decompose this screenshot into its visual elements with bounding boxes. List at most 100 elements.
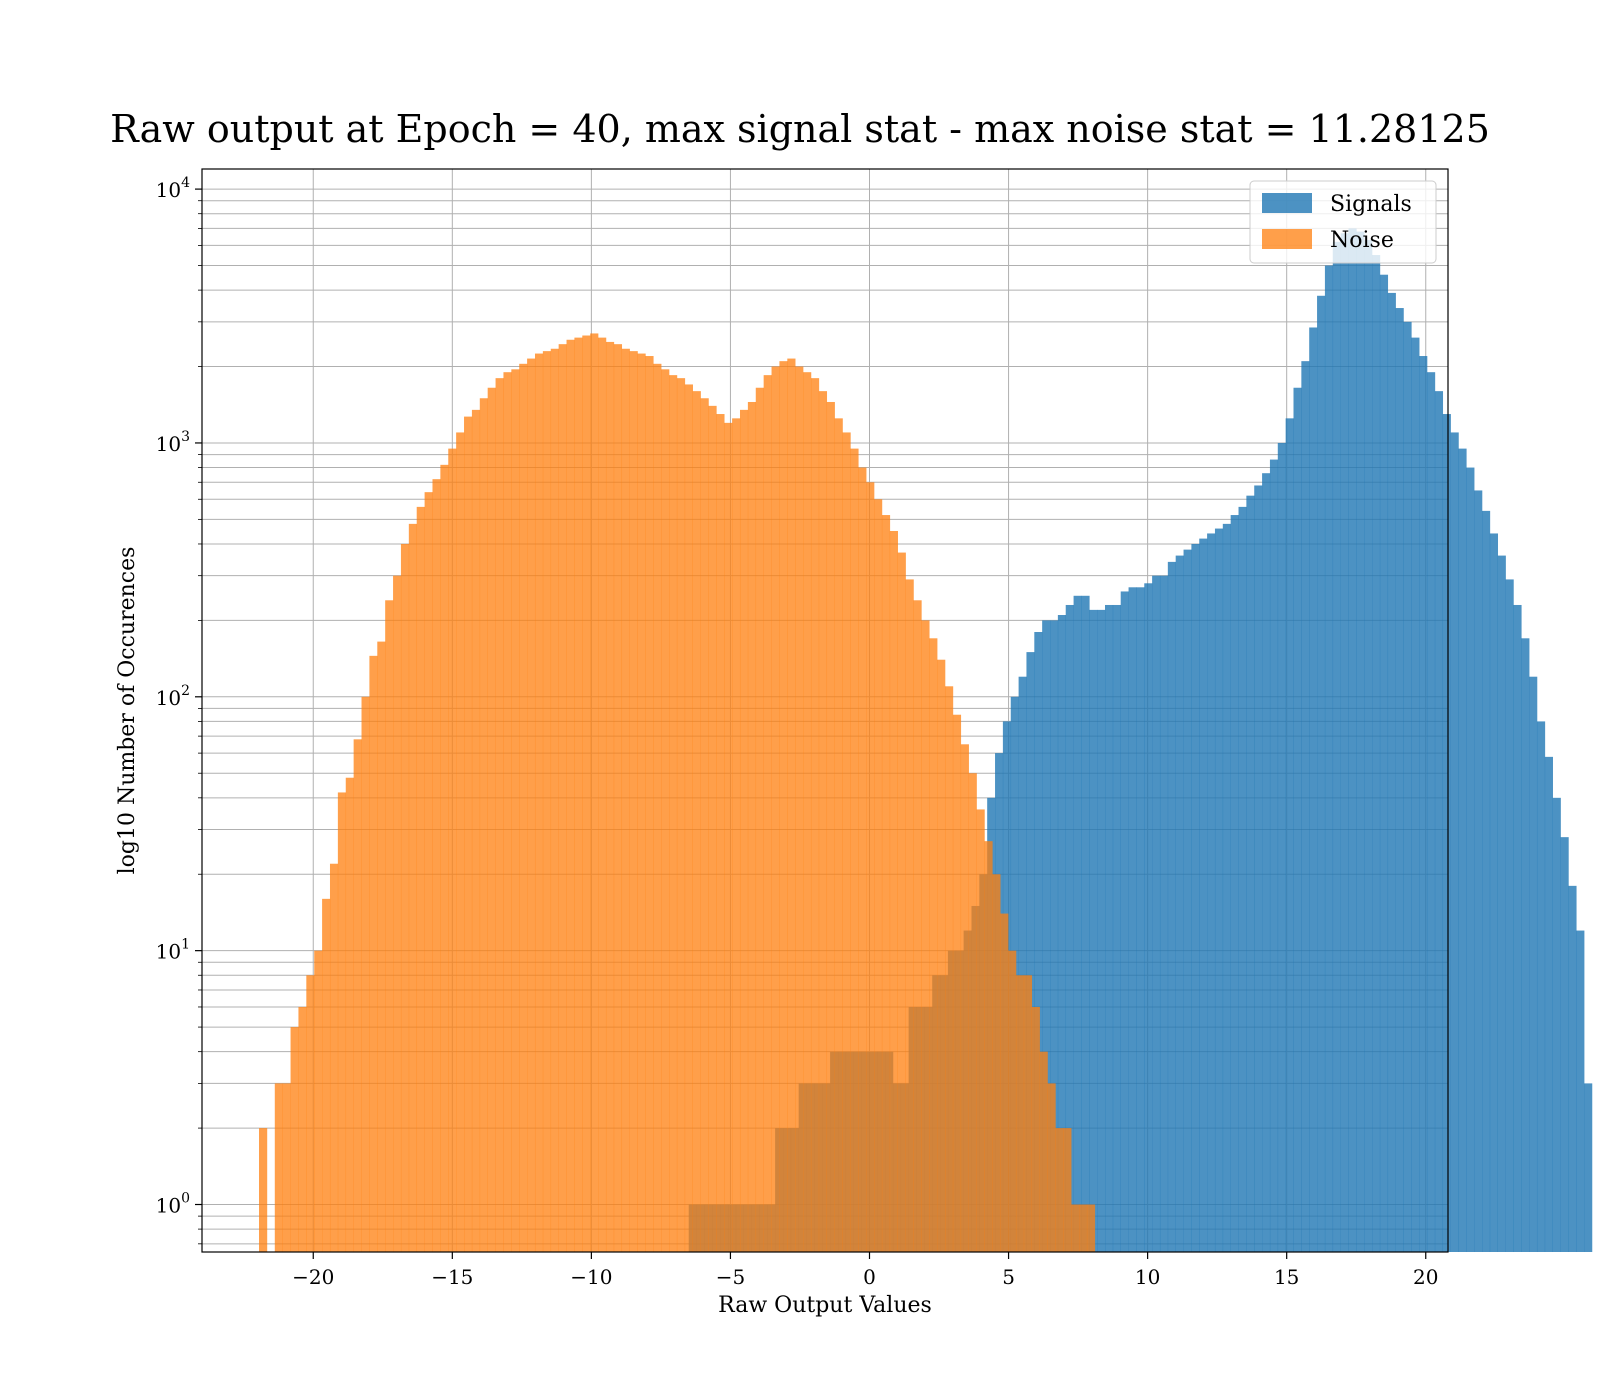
noise-bar bbox=[298, 1006, 307, 1252]
noise-bar bbox=[1047, 1083, 1056, 1252]
x-tick-label: 0 bbox=[863, 1265, 876, 1289]
signals-bar bbox=[1104, 604, 1114, 1252]
signals-bar bbox=[1584, 1083, 1593, 1252]
signals-bar bbox=[1159, 575, 1169, 1252]
signals-bar bbox=[1081, 595, 1090, 1252]
signals-bar bbox=[1576, 930, 1585, 1252]
noise-bar bbox=[763, 375, 772, 1252]
signals-bar bbox=[1065, 604, 1074, 1252]
x-tick-label: 20 bbox=[1413, 1265, 1438, 1289]
noise-bar bbox=[290, 1027, 299, 1252]
signals-bar bbox=[1497, 555, 1506, 1252]
signals-bar bbox=[1481, 510, 1491, 1252]
noise-bar bbox=[944, 686, 954, 1252]
signals-bar bbox=[1246, 495, 1255, 1252]
signals-bar bbox=[1034, 632, 1043, 1252]
noise-bar bbox=[393, 575, 402, 1252]
y-tick-base: 10 bbox=[156, 178, 181, 202]
noise-bar bbox=[471, 409, 481, 1252]
noise-bar bbox=[511, 369, 520, 1253]
noise-bar bbox=[527, 358, 536, 1253]
y-tick-base: 10 bbox=[156, 686, 181, 710]
noise-bar bbox=[1015, 975, 1025, 1252]
x-tick-label: −20 bbox=[292, 1265, 334, 1289]
y-tick-label: 101 bbox=[156, 937, 190, 964]
legend-swatch-noise bbox=[1262, 229, 1312, 249]
noise-bar bbox=[905, 579, 914, 1252]
signals-bar bbox=[1317, 295, 1326, 1252]
signals-bar bbox=[1230, 515, 1239, 1252]
noise-bar bbox=[724, 422, 733, 1253]
noise-bar bbox=[282, 1083, 291, 1252]
signals-bar bbox=[1269, 459, 1279, 1252]
noise-bar bbox=[377, 641, 386, 1252]
signals-bar bbox=[1466, 467, 1475, 1252]
signals-bar bbox=[1395, 308, 1404, 1252]
noise-bar bbox=[448, 448, 457, 1252]
signals-bar bbox=[1144, 583, 1153, 1252]
x-tick-label: 15 bbox=[1274, 1265, 1299, 1289]
noise-bar bbox=[771, 366, 780, 1252]
noise-bar bbox=[424, 492, 433, 1253]
noise-bar bbox=[274, 1083, 283, 1252]
noise-bar bbox=[337, 792, 347, 1252]
noise-bar bbox=[1008, 950, 1017, 1252]
noise-bar bbox=[479, 398, 488, 1252]
noise-bar bbox=[787, 358, 796, 1253]
signals-bar bbox=[1057, 615, 1067, 1252]
histogram-bars bbox=[259, 228, 1593, 1253]
legend-swatch-signals bbox=[1262, 193, 1312, 213]
signals-bar bbox=[1167, 561, 1176, 1252]
signals-bar bbox=[1403, 321, 1412, 1252]
noise-bar bbox=[495, 378, 504, 1252]
noise-bar bbox=[716, 414, 725, 1252]
signals-bar bbox=[1309, 327, 1318, 1252]
noise-bar bbox=[306, 975, 315, 1252]
y-axis-label: log10 Number of Occurences bbox=[115, 547, 140, 875]
signals-bar bbox=[1097, 609, 1106, 1252]
noise-bar bbox=[952, 714, 962, 1252]
signals-bar bbox=[1529, 676, 1538, 1252]
noise-bar bbox=[874, 499, 883, 1252]
noise-bar bbox=[645, 356, 654, 1252]
noise-bar bbox=[1063, 1128, 1072, 1252]
signals-bar bbox=[1222, 523, 1231, 1252]
noise-bar bbox=[897, 552, 906, 1252]
noise-bar bbox=[613, 344, 623, 1252]
signals-bar bbox=[1018, 676, 1027, 1252]
noise-bar bbox=[456, 432, 465, 1252]
noise-bar bbox=[1079, 1204, 1088, 1252]
signals-bar bbox=[1293, 387, 1302, 1252]
legend: Signals Noise bbox=[1249, 180, 1437, 264]
x-tick-label: −10 bbox=[570, 1265, 612, 1289]
y-tick-exponent: 0 bbox=[181, 1191, 190, 1207]
noise-bar bbox=[834, 418, 843, 1252]
signals-bar bbox=[1434, 391, 1444, 1252]
x-axis-ticks: −20 −15 −10 −5 0 5 10 15 20 bbox=[292, 1252, 1438, 1289]
signals-bar bbox=[1364, 240, 1373, 1252]
noise-bar bbox=[385, 600, 394, 1252]
noise-bar bbox=[1023, 975, 1033, 1252]
signals-bar bbox=[1552, 797, 1561, 1252]
noise-bar bbox=[1071, 1204, 1080, 1252]
signals-bar bbox=[1544, 756, 1553, 1252]
signals-bar bbox=[1489, 533, 1499, 1252]
noise-bar bbox=[345, 777, 354, 1252]
noise-bar bbox=[400, 543, 410, 1252]
noise-bar bbox=[534, 353, 544, 1252]
signals-bar bbox=[1183, 549, 1192, 1252]
signals-bar bbox=[1372, 255, 1381, 1253]
signals-bar bbox=[1427, 372, 1436, 1252]
noise-bar bbox=[929, 638, 938, 1252]
y-tick-label: 102 bbox=[156, 683, 190, 710]
signals-bar bbox=[1175, 555, 1184, 1252]
noise-bar bbox=[684, 384, 693, 1252]
noise-bar bbox=[369, 655, 378, 1252]
noise-bar bbox=[1039, 1051, 1048, 1252]
noise-bar bbox=[629, 351, 638, 1253]
noise-bar bbox=[984, 841, 993, 1252]
noise-bar bbox=[637, 353, 646, 1252]
noise-bar bbox=[566, 339, 575, 1252]
